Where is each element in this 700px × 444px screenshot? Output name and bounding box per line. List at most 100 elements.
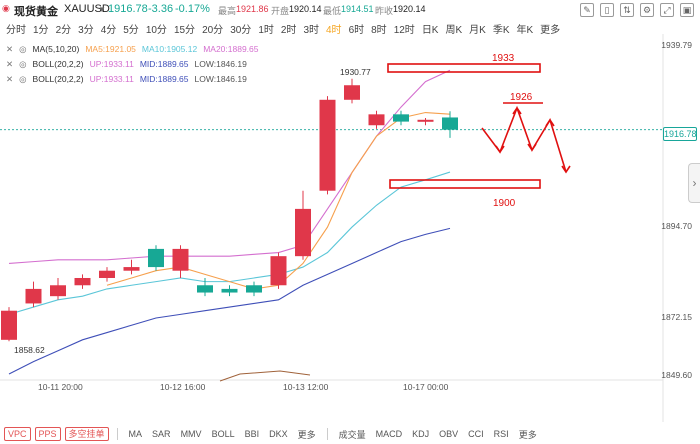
period-tab[interactable]: 1分 [33,25,49,36]
boll-low-line [219,370,311,382]
candle-body [270,256,287,286]
x-tick: 10-12 16:00 [160,382,206,392]
forecast-arrow [495,145,505,154]
boll-up-value-2: UP:1933.11 [89,74,134,84]
chevron-down-icon[interactable]: ▼ [98,5,106,14]
screenshot-icon[interactable]: ▣ [680,3,694,17]
support-box-1900 [389,179,541,189]
strategy-tag[interactable]: 多空挂单 [64,427,109,441]
high-value: 1921.86 [236,4,269,14]
strategy-tag[interactable]: VPC [4,427,31,441]
last-price: 1916.78 [108,3,148,15]
compare-icon[interactable]: ⇅ [620,3,634,17]
quote-header: ◉ 现货黄金 XAUUSD ▼ 1916.78 -3.36 -0.17% 最高 … [0,0,700,20]
candle-body [417,119,434,122]
open-value: 1920.14 [289,4,322,14]
period-selector: 分时 1分 2分 3分 4分 5分 10分 15分 20分 30分 1时 2时 3时 4时 6时 8时 12时日… [6,21,567,36]
close-icon[interactable]: ✕ [6,44,14,54]
main-indicator-button[interactable]: SAR [152,429,171,439]
ma20-value: MA20:1889.65 [203,44,259,54]
indicator-legend: ✕ ◎ MA(5,10,20) MA5:1921.05 MA10:1905.12… [6,42,259,87]
candle-body [393,114,409,122]
candle-body [442,117,458,130]
main-indicator-button[interactable]: DKX [269,429,288,439]
period-tab[interactable]: 日K [421,25,439,36]
close-icon[interactable]: ✕ [6,59,14,69]
instrument-symbol[interactable]: XAUUSD [64,3,110,15]
instrument-title[interactable]: 现货黄金 [14,6,58,18]
y-tick: 1872.15 [661,312,692,322]
low-value: 1914.51 [341,4,374,14]
sub-indicator-button[interactable]: 更多 [518,429,537,440]
candle-body [99,270,115,278]
period-tab[interactable]: 更多 [540,25,561,36]
strategy-tag[interactable]: PPS [34,427,61,441]
candle-body [344,85,360,100]
draw-tool-icon[interactable]: ✎ [580,3,594,17]
support-label: 1900 [493,198,516,209]
low-price-label: 1858.62 [14,345,45,355]
period-tab[interactable]: 2分 [55,25,72,36]
period-tab[interactable]: 30分 [230,25,252,36]
close-icon[interactable]: ✕ [6,74,14,84]
sub-indicator-button[interactable]: OBV [439,429,459,439]
period-tab[interactable]: 季K [492,25,510,36]
low-label: 最低 [323,6,342,16]
candle-body [295,208,311,257]
forecast-arrow [561,165,571,174]
candle-body [197,285,213,293]
gear-icon[interactable]: ◎ [19,44,27,54]
fullscreen-icon[interactable]: ⤢ [660,3,674,17]
ma5-value: MA5:1921.05 [85,44,136,54]
main-indicator-button[interactable]: MA [128,429,143,439]
forecast-arrow [512,106,522,115]
period-tab[interactable]: 4分 [100,25,117,36]
period-tab[interactable]: 5分 [123,25,139,36]
period-tab[interactable]: 8时 [371,25,387,36]
gear-icon[interactable]: ◎ [19,59,27,69]
sub-indicator-button[interactable]: 成交量 [338,429,366,440]
main-indicator-button[interactable]: BOLL [211,429,235,439]
candle-body [319,99,336,191]
period-tab[interactable]: 月K [469,25,486,36]
prev-close-label: 昨收 [375,6,394,16]
period-tab[interactable]: 2时 [280,25,297,36]
high-price-label: 1930.77 [340,67,371,77]
period-tab[interactable]: 3时 [303,25,319,36]
main-indicator-button[interactable]: BBI [244,429,260,439]
gear-icon[interactable]: ◎ [19,74,27,84]
period-tab[interactable]: 15分 [173,25,196,36]
sub-indicator-button[interactable]: KDJ [412,429,430,439]
period-tab[interactable]: 12时 [393,25,415,36]
sub-indicator-button[interactable]: CCI [468,429,484,439]
settings-icon[interactable]: ⚙ [640,3,654,17]
boll-mid-line [8,227,451,375]
main-indicator-button[interactable]: 更多 [297,429,316,440]
candle-body [172,248,189,271]
sub-indicator-button[interactable]: RSI [493,429,509,439]
period-tab[interactable]: 年K [516,25,534,36]
period-tab[interactable]: 周K [445,25,463,36]
indicator-icon[interactable]: ▯ [600,3,614,17]
chevron-right-icon[interactable]: › [688,163,700,203]
candle-body [221,288,238,293]
period-tab[interactable]: 1时 [258,25,274,36]
boll-up-value: UP:1933.11 [89,59,134,69]
period-tab[interactable]: 6时 [348,25,365,36]
y-tick: 1894.70 [661,221,692,231]
resistance-label: 1933 [492,53,515,64]
period-tab[interactable]: 20分 [202,25,224,36]
boll-low-value: LOW:1846.19 [194,59,247,69]
candlestick-chart[interactable]: 1930.77 1858.62 1933 1926 1900 [0,34,700,424]
sub-indicator-button[interactable]: MACD [375,429,403,439]
period-tab[interactable]: 3分 [78,25,94,36]
open-label: 开盘 [271,6,290,16]
candle-body [368,114,385,126]
boll-low-value-2: LOW:1846.19 [194,74,247,84]
period-tab[interactable]: 分时 [6,25,26,36]
period-tab[interactable]: 10分 [145,25,167,36]
main-indicator-button[interactable]: MMV [180,429,202,439]
period-tab[interactable]: 4时 [326,25,342,36]
candle-body [246,285,262,293]
